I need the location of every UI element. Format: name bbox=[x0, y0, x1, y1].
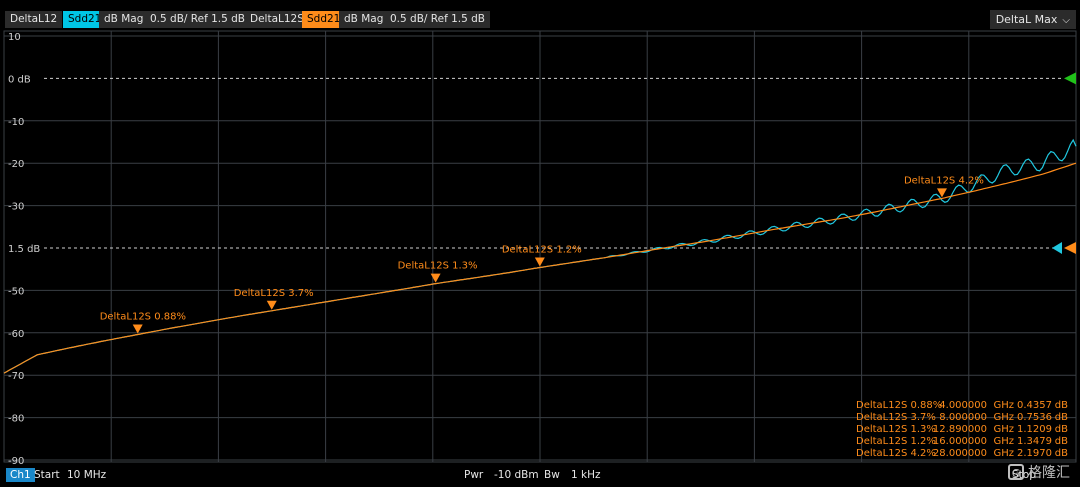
marker-table-cell: GHz bbox=[993, 424, 1014, 435]
marker-table-cell: dB bbox=[1055, 436, 1068, 447]
marker-table-cell: 4.000000 bbox=[939, 400, 987, 411]
marker-table-cell: DeltaL12S 0.88% bbox=[856, 400, 942, 411]
y-axis-labels: 10 0 dB -10 -20 -30 1.5 dB -50 -60 -70 -80 -90 bbox=[8, 32, 40, 466]
bandwidth-label: Bw bbox=[544, 469, 560, 481]
power-label: Pwr bbox=[464, 469, 484, 481]
y-tick-label: -70 bbox=[8, 371, 24, 382]
marker-triangle bbox=[936, 188, 947, 198]
marker-triangle bbox=[266, 300, 277, 310]
marker-table-cell: 1.3479 bbox=[1017, 436, 1052, 447]
marker-triangle bbox=[534, 257, 545, 267]
trace-header-bar: DeltaL12 Sdd21 dB Mag 0.5 dB/ Ref 1.5 dB… bbox=[0, 0, 1080, 30]
marker-label: DeltaL12S 4.2% bbox=[904, 175, 984, 186]
y-tick-label: 0 dB bbox=[8, 74, 31, 85]
marker-readout-table: DeltaL12S 0.88%4.000000 GHz 0.4357 dBDeltaL… bbox=[856, 400, 1068, 459]
trace2-scale-label[interactable]: 0.5 dB/ Ref 1.5 dB bbox=[385, 11, 491, 28]
marker-table-cell: dB bbox=[1055, 448, 1068, 459]
channel-status-bar: Ch1 Start 10 MHz Pwr -10 dBm Bw 1 kHz St… bbox=[0, 466, 1080, 487]
marker-table-cell: GHz bbox=[993, 400, 1014, 411]
channel-indicator[interactable]: Ch1 bbox=[6, 468, 35, 482]
dropdown-label: DeltaL Max bbox=[995, 13, 1058, 26]
marker-table-cell: DeltaL12S 3.7% bbox=[856, 412, 936, 423]
marker-table-cell: DeltaL12S 1.3% bbox=[856, 424, 936, 435]
marker-layer: DeltaL12S 0.88% DeltaL12S 3.7% DeltaL12S 1… bbox=[100, 175, 984, 334]
trace2-format-label[interactable]: dB Mag bbox=[339, 11, 389, 28]
trace1-scale-label[interactable]: 0.5 dB/ Ref 1.5 dB bbox=[145, 11, 251, 28]
trace-deltal12s bbox=[3, 162, 1077, 374]
trace1-name-tab[interactable]: DeltaL12 bbox=[5, 11, 63, 28]
marker-table-cell: DeltaL12S 1.2% bbox=[856, 436, 936, 447]
marker-label: DeltaL12S 1.3% bbox=[398, 261, 478, 272]
marker-label: DeltaL12S 0.88% bbox=[100, 311, 186, 322]
watermark: G 格隆汇 bbox=[1008, 462, 1070, 482]
trace2-param-tab[interactable]: Sdd21 bbox=[302, 11, 346, 28]
marker-table-cell: 12.890000 bbox=[933, 424, 987, 435]
chevron-down-icon: ⌵ bbox=[1062, 15, 1070, 26]
start-label: Start bbox=[34, 469, 60, 481]
marker-table-cell: dB bbox=[1055, 400, 1068, 411]
marker-table-cell: GHz bbox=[993, 448, 1014, 459]
y-tick-label: -80 bbox=[8, 414, 24, 425]
watermark-text: 格隆汇 bbox=[1028, 465, 1070, 481]
marker-table-cell: 0.7536 bbox=[1017, 412, 1052, 423]
marker-table-cell: 16.000000 bbox=[933, 436, 987, 447]
trace2-name-tab[interactable]: DeltaL12S bbox=[245, 11, 309, 28]
y-tick-label: 1.5 dB bbox=[8, 244, 40, 255]
logo-icon: G bbox=[1008, 464, 1024, 480]
start-value: 10 MHz bbox=[67, 469, 107, 481]
marker-label: DeltaL12S 1.2% bbox=[502, 245, 582, 256]
trace1-format-label[interactable]: dB Mag bbox=[99, 11, 149, 28]
chart-grid bbox=[3, 30, 1077, 463]
marker-label: DeltaL12S 3.7% bbox=[234, 288, 314, 299]
power-value: -10 dBm bbox=[494, 469, 539, 481]
trace1-param-tab[interactable]: Sdd21 bbox=[63, 11, 107, 28]
y-tick-label: -60 bbox=[8, 329, 24, 340]
marker-table-cell: GHz bbox=[993, 412, 1014, 423]
bandwidth-value: 1 kHz bbox=[571, 469, 601, 481]
marker-table-cell: dB bbox=[1055, 424, 1068, 435]
reference-lines bbox=[44, 72, 1076, 254]
marker-triangle bbox=[430, 273, 441, 283]
marker-table-cell: DeltaL12S 4.2% bbox=[856, 448, 936, 459]
sparameter-chart[interactable]: 10 0 dB -10 -20 -30 1.5 dB -50 -60 -70 -80 -90 Del… bbox=[0, 30, 1080, 466]
trace-lines bbox=[3, 138, 1077, 374]
ref-level-marker-cyan bbox=[1052, 242, 1062, 254]
marker-table-cell: 1.1209 bbox=[1017, 424, 1052, 435]
y-tick-label: -50 bbox=[8, 286, 24, 297]
ref-level-marker-orange bbox=[1064, 242, 1076, 254]
marker-table-cell: 28.000000 bbox=[933, 448, 987, 459]
marker-table-cell: 0.4357 bbox=[1017, 400, 1052, 411]
deltal-max-dropdown[interactable]: DeltaL Max ⌵ bbox=[989, 10, 1076, 29]
y-tick-label: -30 bbox=[8, 202, 24, 213]
marker-table-cell: 8.000000 bbox=[939, 412, 987, 423]
y-tick-label: -90 bbox=[8, 456, 24, 466]
marker-triangle bbox=[132, 324, 143, 334]
y-tick-label: -10 bbox=[8, 117, 24, 128]
marker-table-cell: 2.1970 bbox=[1017, 448, 1052, 459]
marker-table-cell: GHz bbox=[993, 436, 1014, 447]
marker-table-cell: dB bbox=[1055, 412, 1068, 423]
y-tick-label: -20 bbox=[8, 159, 24, 170]
y-tick-label: 10 bbox=[8, 32, 21, 43]
ref-level-marker-green bbox=[1064, 72, 1076, 85]
